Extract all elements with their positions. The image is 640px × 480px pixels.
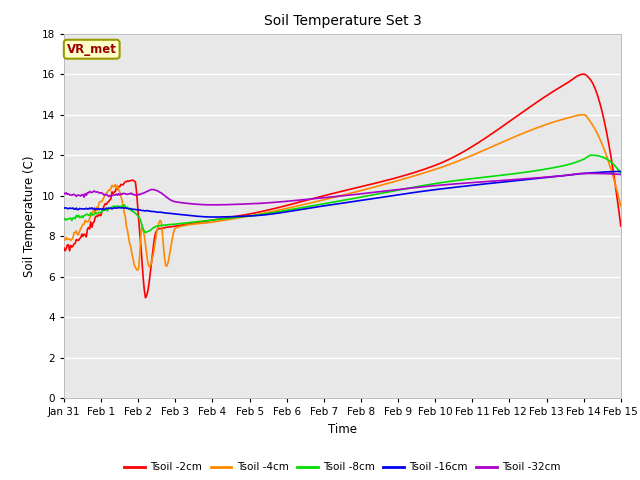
Title: Soil Temperature Set 3: Soil Temperature Set 3 bbox=[264, 14, 421, 28]
X-axis label: Time: Time bbox=[328, 423, 357, 436]
Y-axis label: Soil Temperature (C): Soil Temperature (C) bbox=[23, 155, 36, 277]
Legend: Tsoil -2cm, Tsoil -4cm, Tsoil -8cm, Tsoil -16cm, Tsoil -32cm: Tsoil -2cm, Tsoil -4cm, Tsoil -8cm, Tsoi… bbox=[120, 458, 564, 477]
Text: VR_met: VR_met bbox=[67, 43, 116, 56]
